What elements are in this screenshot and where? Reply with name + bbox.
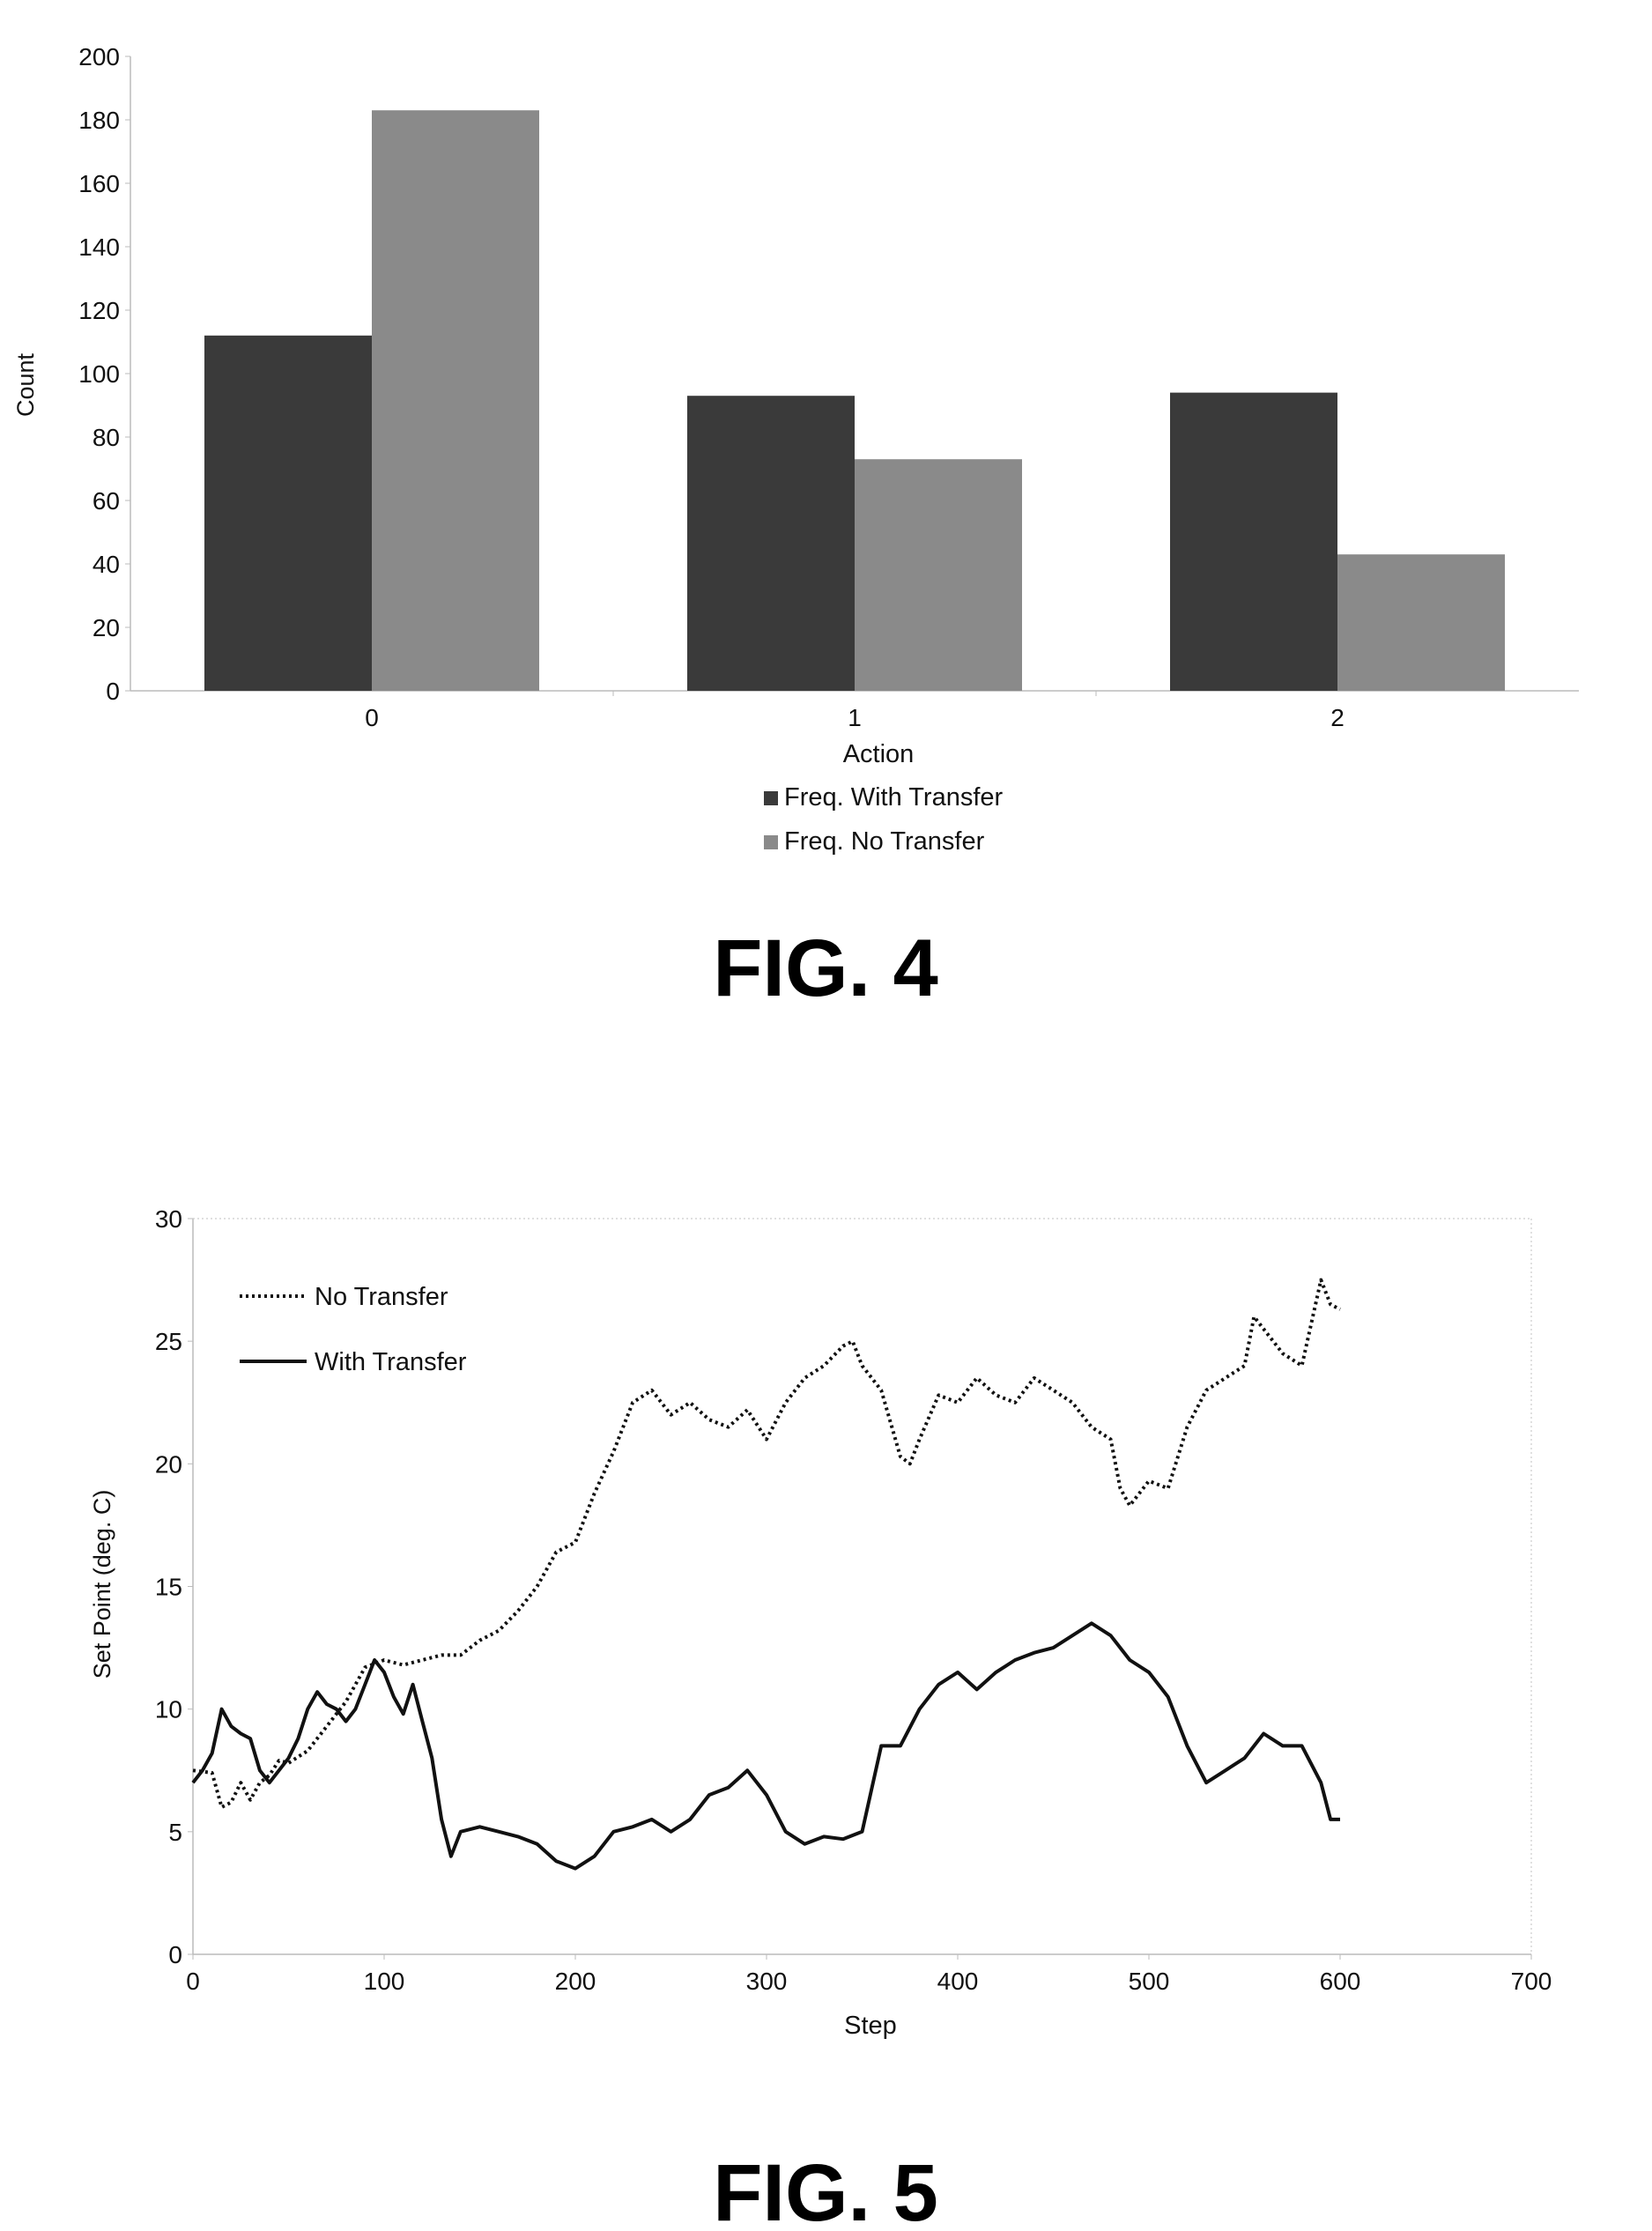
fig5-y-tick-label: 0 (168, 1941, 182, 1968)
fig4-x-tick-label: 0 (365, 704, 379, 731)
fig4-legend-swatch-no-transfer (764, 835, 778, 849)
fig4-legend-label-no-transfer: Freq. No Transfer (784, 827, 985, 856)
fig5-x-tick-label: 400 (937, 1968, 979, 1995)
fig5-caption: FIG. 5 (713, 2148, 938, 2231)
fig5-x-tick-label: 600 (1320, 1968, 1361, 1995)
fig5-legend: No Transfer With Transfer (240, 1283, 467, 1376)
fig5-line-no-transfer (192, 1278, 1341, 1809)
fig4-bar-no-transfer (855, 459, 1022, 691)
fig4-y-tick-label: 0 (106, 678, 120, 705)
fig5-y-tick-label: 15 (155, 1574, 182, 1601)
fig4-y-tick-labels: 0 20 40 60 80 100 120 140 160 180 200 (78, 43, 130, 705)
fig4-y-tick-label: 20 (93, 614, 120, 641)
fig5-x-tick-label: 500 (1129, 1968, 1170, 1995)
fig4-x-tick-labels: 0 1 2 (365, 691, 1345, 731)
fig4-y-tick-label: 40 (93, 551, 120, 578)
fig4-y-tick-label: 80 (93, 424, 120, 451)
fig5-legend-label-with-transfer: With Transfer (315, 1348, 467, 1376)
fig4-legend: Freq. With Transfer Freq. No Transfer (764, 783, 1004, 856)
fig5-axes (192, 1218, 1532, 1955)
fig5-y-tick-label: 20 (155, 1450, 182, 1478)
fig5-legend-label-no-transfer: No Transfer (315, 1283, 448, 1311)
fig5-y-tick-label: 10 (155, 1696, 182, 1723)
fig4-y-axis-label: Count (12, 352, 39, 417)
fig4-caption: FIG. 4 (713, 923, 938, 1013)
fig4-y-tick-label: 200 (78, 43, 120, 70)
fig4-bars (204, 110, 1505, 691)
fig4-y-tick-label: 100 (78, 360, 120, 388)
fig4-x-axis-label: Action (843, 740, 915, 768)
fig5-x-tick-label: 300 (746, 1968, 788, 1995)
fig4-legend-label-with-transfer: Freq. With Transfer (784, 783, 1004, 812)
fig5-y-tick-label: 25 (155, 1328, 182, 1355)
fig5-line-with-transfer (191, 1621, 1340, 1871)
fig4-y-tick-label: 60 (93, 487, 120, 515)
fig5-y-tick-label: 30 (155, 1205, 182, 1233)
fig4-legend-swatch-with-transfer (764, 791, 778, 805)
fig5-x-tick-label: 0 (186, 1968, 200, 1995)
fig5-x-tick-label: 200 (555, 1968, 596, 1995)
fig5-x-tick-label: 700 (1511, 1968, 1552, 1995)
fig4-bar-no-transfer (1337, 554, 1505, 691)
fig4-bar-with-transfer (1170, 392, 1337, 691)
fig5-x-tick-labels: 0 100 200 300 400 500 600 700 (186, 1954, 1552, 1995)
fig4-y-tick-label: 160 (78, 170, 120, 197)
fig5-x-axis-label: Step (844, 2012, 897, 2040)
fig4-x-tick-label: 2 (1330, 704, 1345, 731)
fig5-series-lines (191, 1278, 1341, 1871)
fig5-x-tick-label: 100 (364, 1968, 405, 1995)
fig5-y-tick-label: 5 (168, 1819, 182, 1846)
fig4-bar-no-transfer (372, 110, 539, 691)
fig4-y-tick-label: 120 (78, 297, 120, 324)
fig4-y-tick-label: 140 (78, 233, 120, 261)
fig5-y-axis-label: Set Point (deg. C) (89, 1490, 115, 1679)
fig4-bar-chart: 0 20 40 60 80 100 120 140 160 180 200 0 1 2 Count Ac… (12, 43, 1579, 1013)
fig4-x-tick-label: 1 (848, 704, 862, 731)
fig4-bar-with-transfer (204, 335, 372, 691)
fig4-y-tick-label: 180 (78, 107, 120, 134)
fig5-line-chart: 0 5 10 15 20 25 30 0 100 200 300 400 500 600 700 Set … (89, 1205, 1552, 2231)
fig4-bar-with-transfer (687, 396, 855, 691)
fig5-y-tick-labels: 0 5 10 15 20 25 30 (155, 1205, 193, 1968)
